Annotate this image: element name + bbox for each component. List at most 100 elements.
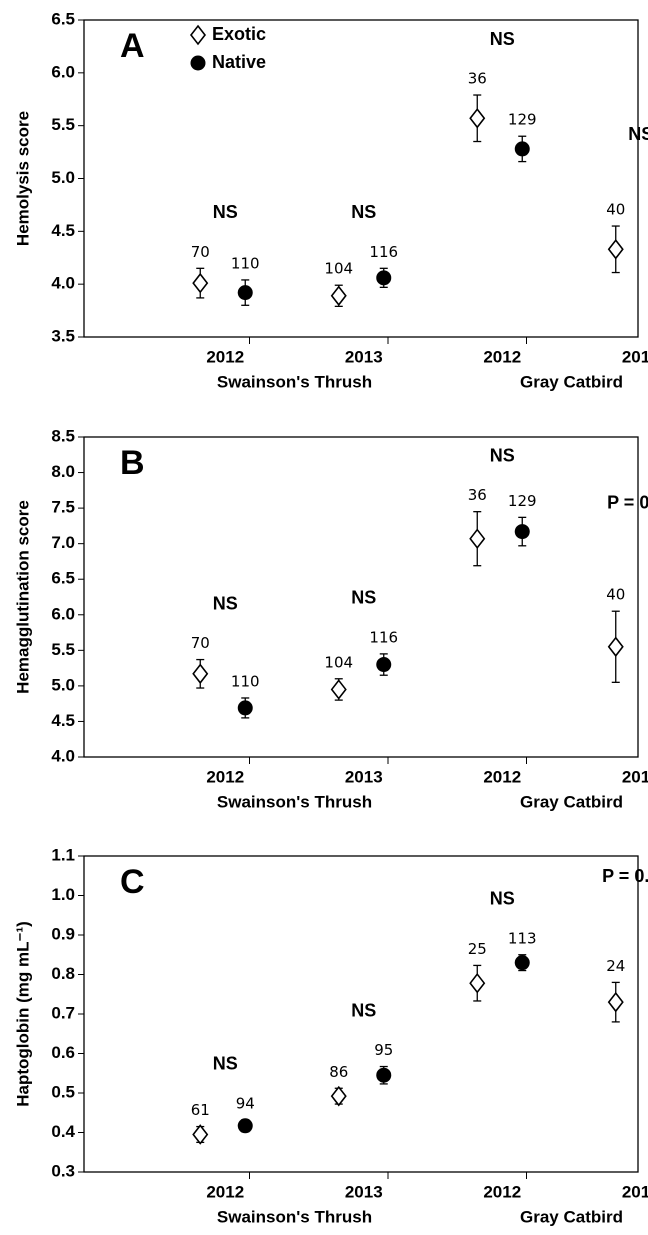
exotic-marker (469, 107, 486, 129)
exotic-marker (607, 636, 624, 658)
significance: NS (213, 593, 238, 613)
x-tick-label: 2012 (483, 347, 521, 366)
group-label: Swainson's Thrush (217, 372, 372, 391)
x-tick-label: 2013 (345, 1182, 383, 1201)
group-label: Gray Catbird (520, 792, 623, 811)
plot-frame (83, 19, 639, 338)
sample-size: 104 (324, 653, 353, 671)
exotic-marker (469, 972, 486, 994)
exotic-marker (607, 238, 624, 260)
exotic-marker (189, 24, 207, 46)
native-marker (237, 285, 253, 301)
y-tick-label: 0.3 (51, 1161, 75, 1180)
sample-size: 110 (231, 672, 260, 690)
y-tick-label: 4.5 (51, 711, 75, 730)
x-tick-label: 2012 (483, 767, 521, 786)
y-tick-label: 0.9 (51, 924, 75, 943)
significance: NS (351, 202, 376, 222)
y-tick-label: 1.1 (51, 845, 75, 864)
native-marker (514, 524, 530, 540)
native-marker (376, 1067, 392, 1083)
y-tick-label: 7.0 (51, 533, 75, 552)
y-tick-label: 4.5 (51, 221, 75, 240)
y-tick-label: 6.5 (51, 569, 75, 588)
sample-size: 104 (324, 260, 353, 278)
y-tick-label: 3.5 (51, 326, 75, 345)
panel-letter: B (120, 444, 145, 482)
y-tick-label: 5.5 (51, 640, 75, 659)
native-marker (190, 55, 206, 71)
sample-size: 70 (191, 243, 210, 261)
native-marker (237, 700, 253, 716)
sample-size: 129 (508, 492, 537, 510)
exotic-marker (192, 272, 209, 294)
sample-size: 86 (329, 1063, 348, 1081)
native-marker (514, 141, 530, 157)
x-tick-label: 2013 (622, 1182, 648, 1201)
legend-label: Native (212, 52, 266, 72)
native-marker (514, 955, 530, 971)
y-tick-label: 5.5 (51, 115, 75, 134)
group-label: Gray Catbird (520, 372, 623, 391)
y-axis-label: Haptoglobin (mg mL⁻¹) (13, 921, 32, 1107)
significance: NS (351, 1000, 376, 1020)
y-tick-label: 0.4 (51, 1122, 75, 1141)
y-tick-label: 8.0 (51, 462, 75, 481)
x-tick-label: 2013 (622, 347, 648, 366)
group-label: Swainson's Thrush (217, 1207, 372, 1226)
significance: NS (490, 889, 515, 909)
panel-letter: A (120, 27, 145, 65)
x-tick-label: 2013 (345, 767, 383, 786)
panel-letter: C (120, 863, 145, 901)
sample-size: 116 (369, 628, 398, 646)
exotic-marker (192, 663, 209, 685)
exotic-marker (330, 285, 347, 307)
y-axis-label: Hemolysis score (13, 111, 32, 246)
sample-size: 110 (231, 254, 260, 272)
native-marker (376, 657, 392, 673)
sample-size: 141 (646, 533, 648, 551)
x-tick-label: 2012 (206, 767, 244, 786)
plot-frame (83, 436, 639, 758)
x-tick-label: 2012 (206, 347, 244, 366)
exotic-marker (330, 1085, 347, 1107)
native-marker (376, 270, 392, 286)
sample-size: 36 (468, 70, 487, 88)
sample-size: 61 (191, 1101, 210, 1119)
legend-label: Exotic (212, 24, 266, 44)
y-tick-label: 4.0 (51, 274, 75, 293)
x-tick-label: 2012 (483, 1182, 521, 1201)
significance: NS (490, 29, 515, 49)
sample-size: 24 (606, 957, 625, 975)
x-tick-label: 2012 (206, 1182, 244, 1201)
y-tick-label: 6.5 (51, 9, 75, 28)
significance: NS (213, 1054, 238, 1074)
sample-size: 129 (508, 111, 537, 129)
y-tick-label: 1.0 (51, 885, 75, 904)
y-tick-label: 5.0 (51, 675, 75, 694)
y-tick-label: 0.8 (51, 964, 75, 983)
y-tick-label: 0.7 (51, 1003, 75, 1022)
significance: NS (490, 445, 515, 465)
y-tick-label: 8.5 (51, 426, 75, 445)
x-tick-label: 2013 (622, 767, 648, 786)
group-label: Swainson's Thrush (217, 792, 372, 811)
sample-size: 141 (646, 165, 648, 183)
y-tick-label: 6.0 (51, 62, 75, 81)
sample-size: 116 (369, 243, 398, 261)
y-tick-label: 0.5 (51, 1082, 75, 1101)
significance: P = 0.03 (607, 492, 648, 512)
y-axis-label: Hemagglutination score (13, 500, 32, 694)
exotic-marker (469, 528, 486, 549)
sample-size: 70 (191, 634, 210, 652)
native-marker (237, 1118, 253, 1134)
y-tick-label: 4.0 (51, 746, 75, 765)
y-tick-label: 5.0 (51, 168, 75, 187)
y-tick-label: 7.5 (51, 498, 75, 517)
significance: NS (213, 202, 238, 222)
sample-size: 94 (236, 1094, 255, 1112)
x-tick-label: 2013 (345, 347, 383, 366)
y-tick-label: 0.6 (51, 1043, 75, 1062)
